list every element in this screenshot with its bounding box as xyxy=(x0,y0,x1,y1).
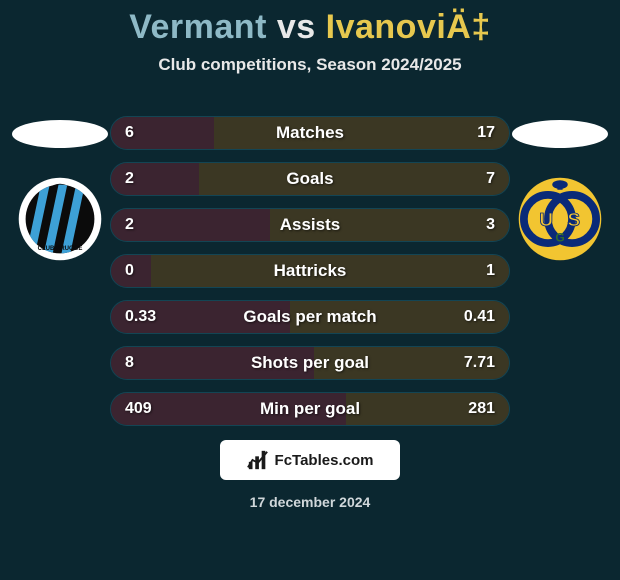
stat-value-left: 409 xyxy=(111,400,181,418)
date-label: 17 december 2024 xyxy=(0,494,620,510)
stat-row: 2Assists3 xyxy=(110,208,510,242)
stat-row: 8Shots per goal7.71 xyxy=(110,346,510,380)
stat-label: Assists xyxy=(181,215,439,235)
player2-club: U S G xyxy=(500,120,620,262)
subtitle: Club competitions, Season 2024/2025 xyxy=(0,55,620,75)
comparison-infographic: Vermant vs IvanoviÄ‡ Club competitions, … xyxy=(0,0,620,580)
stat-value-right: 281 xyxy=(439,400,509,418)
stat-label: Hattricks xyxy=(181,261,439,281)
stat-value-left: 8 xyxy=(111,354,181,372)
stat-value-right: 3 xyxy=(439,216,509,234)
stat-label: Goals per match xyxy=(181,307,439,327)
stat-value-left: 0.33 xyxy=(111,308,181,326)
club-brugge-crest-icon: CLUB BRUGGE xyxy=(17,176,103,262)
stat-label: Goals xyxy=(181,169,439,189)
oval-shadow-right xyxy=(512,120,608,148)
versus-title: Vermant vs IvanoviÄ‡ xyxy=(0,0,620,47)
stat-value-left: 0 xyxy=(111,262,181,280)
stat-value-left: 2 xyxy=(111,216,181,234)
stat-label: Shots per goal xyxy=(181,353,439,373)
stat-value-left: 2 xyxy=(111,170,181,188)
stat-value-right: 7 xyxy=(439,170,509,188)
bar-chart-icon xyxy=(247,449,269,471)
fctables-label: FcTables.com xyxy=(275,452,374,469)
stat-row: 6Matches17 xyxy=(110,116,510,150)
stats-bars: 6Matches172Goals72Assists30Hattricks10.3… xyxy=(110,116,510,438)
stat-label: Matches xyxy=(181,123,439,143)
stat-row: 2Goals7 xyxy=(110,162,510,196)
svg-text:CLUB BRUGGE: CLUB BRUGGE xyxy=(38,246,83,252)
svg-text:S: S xyxy=(567,210,580,231)
svg-text:G: G xyxy=(555,230,564,244)
stat-row: 0.33Goals per match0.41 xyxy=(110,300,510,334)
versus-word: vs xyxy=(277,8,316,46)
stat-value-left: 6 xyxy=(111,124,181,142)
oval-shadow-left xyxy=(12,120,108,148)
stat-value-right: 7.71 xyxy=(439,354,509,372)
stat-value-right: 0.41 xyxy=(439,308,509,326)
stat-row: 409Min per goal281 xyxy=(110,392,510,426)
svg-text:U: U xyxy=(539,210,553,231)
stat-value-right: 17 xyxy=(439,124,509,142)
player1-club: CLUB BRUGGE xyxy=(0,120,120,262)
fctables-badge: FcTables.com xyxy=(220,440,400,480)
union-sg-crest-icon: U S G xyxy=(517,176,603,262)
player1-name: Vermant xyxy=(129,8,267,46)
stat-value-right: 1 xyxy=(439,262,509,280)
stat-row: 0Hattricks1 xyxy=(110,254,510,288)
player2-name: IvanoviÄ‡ xyxy=(326,8,491,46)
stat-label: Min per goal xyxy=(181,399,439,419)
